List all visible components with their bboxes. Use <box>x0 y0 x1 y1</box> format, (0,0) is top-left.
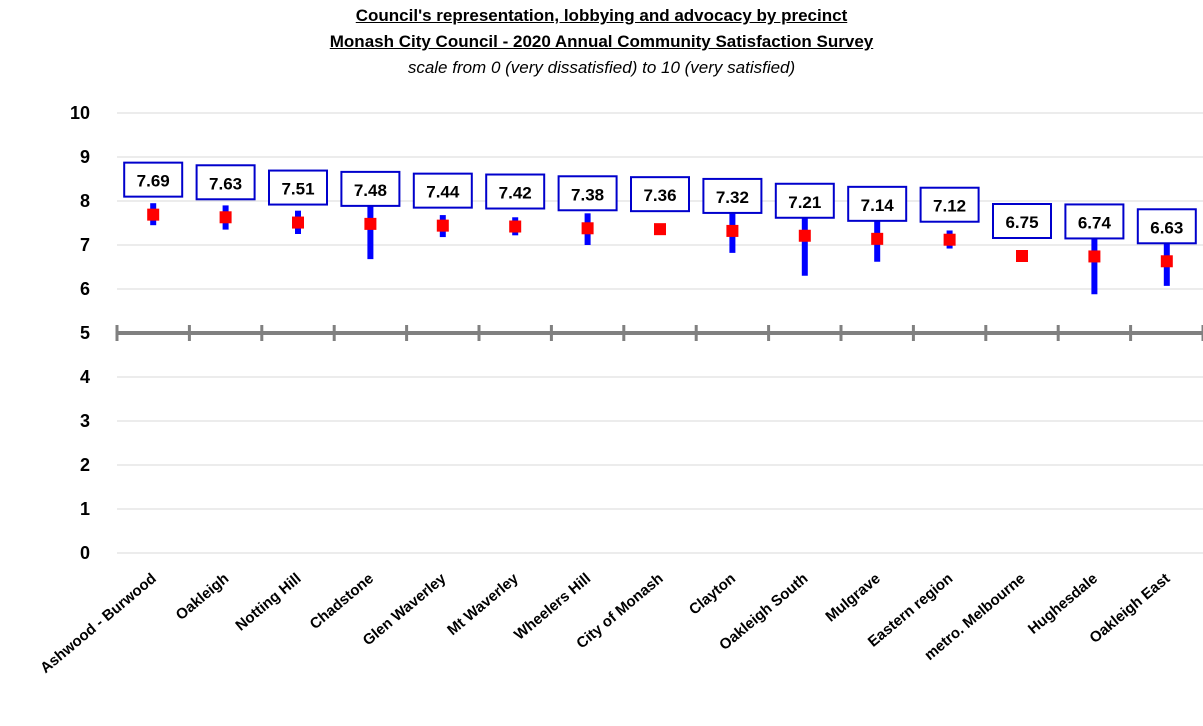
mean-marker <box>726 224 739 237</box>
y-tick-label: 0 <box>80 543 90 563</box>
x-category-label: Mulgrave <box>822 570 883 625</box>
x-category-label: Oakleigh <box>173 570 232 624</box>
data-label: 7.44 <box>426 183 460 202</box>
y-tick-label: 7 <box>80 235 90 255</box>
chart-subtitle: Monash City Council - 2020 Annual Commun… <box>329 32 874 51</box>
y-tick-label: 5 <box>80 323 90 343</box>
data-label-box <box>340 170 401 207</box>
y-tick-label: 3 <box>80 411 90 431</box>
x-category-label: Chadstone <box>307 570 377 633</box>
data-label-box <box>412 172 473 209</box>
y-tick-label: 6 <box>80 279 90 299</box>
y-tick-label: 2 <box>80 455 90 475</box>
mean-marker <box>436 219 449 232</box>
data-label: 6.75 <box>1005 213 1038 232</box>
data-label-box <box>485 173 546 210</box>
data-label: 7.21 <box>788 193 821 212</box>
y-tick-label: 4 <box>80 367 90 387</box>
mean-marker <box>798 229 811 242</box>
chart-scale-note: scale from 0 (very dissatisfied) to 10 (… <box>407 58 796 77</box>
x-category-label: Clayton <box>686 570 739 618</box>
data-label: 7.32 <box>716 188 749 207</box>
data-label: 7.14 <box>861 196 895 215</box>
mean-marker <box>509 220 522 233</box>
mean-marker <box>581 222 594 235</box>
data-label: 7.42 <box>499 184 532 203</box>
data-label: 6.63 <box>1150 218 1183 237</box>
mean-marker <box>654 223 666 236</box>
mean-marker <box>219 211 232 224</box>
data-label: 7.63 <box>209 174 242 193</box>
x-category-label: Ashwood - Burwood <box>37 570 160 677</box>
y-tick-label: 1 <box>80 499 90 519</box>
y-tick-label: 8 <box>80 191 90 211</box>
data-label: 7.38 <box>571 185 604 204</box>
data-label-box <box>992 203 1052 239</box>
data-label: 7.36 <box>643 186 676 205</box>
mean-marker <box>292 216 304 229</box>
data-label-box <box>557 175 618 212</box>
mean-marker <box>1088 250 1101 263</box>
data-label-box <box>919 186 980 223</box>
data-label: 7.69 <box>137 172 170 191</box>
x-category-label: Hughesdale <box>1025 570 1101 638</box>
data-label: 7.51 <box>281 180 314 199</box>
data-label-box <box>1064 203 1125 240</box>
data-label-box <box>774 182 835 219</box>
data-label-box <box>630 176 690 213</box>
mean-marker <box>147 208 160 221</box>
data-label-box <box>123 161 184 198</box>
chart-title: Council's representation, lobbying and a… <box>355 6 848 25</box>
mean-marker <box>943 233 956 246</box>
y-tick-label: 9 <box>80 147 90 167</box>
mean-marker <box>1160 255 1173 268</box>
data-label: 6.74 <box>1078 213 1112 232</box>
data-label-box <box>847 185 908 222</box>
x-category-label: Mt Waverley <box>444 570 522 639</box>
mean-marker <box>1016 250 1028 262</box>
data-label-box <box>1136 208 1197 245</box>
data-label: 7.48 <box>354 181 387 200</box>
mean-marker <box>871 232 884 245</box>
data-label-box <box>702 177 763 214</box>
data-label: 7.12 <box>933 197 966 216</box>
y-tick-label: 10 <box>70 103 90 123</box>
data-label-box <box>268 169 328 206</box>
x-category-label: Notting Hill <box>232 570 304 634</box>
mean-marker <box>364 217 377 230</box>
data-label-box <box>195 164 256 201</box>
